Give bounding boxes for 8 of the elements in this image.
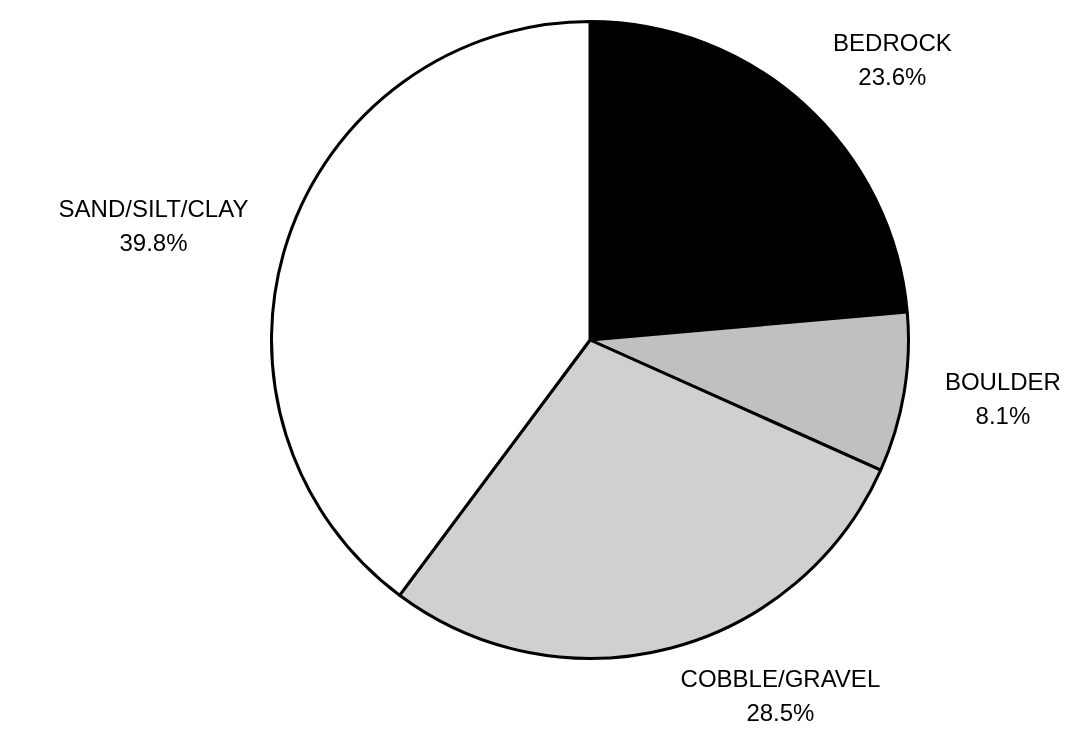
data-label: 23.6% bbox=[858, 63, 927, 91]
data-label: 8.1% bbox=[975, 402, 1031, 430]
slice-label: BOULDER bbox=[944, 368, 1061, 396]
slice-label: SAND/SILT/CLAY bbox=[58, 195, 249, 223]
slice-label: COBBLE/GRAVEL bbox=[680, 664, 881, 692]
data-label: 39.8% bbox=[119, 229, 188, 257]
slice-label: BEDROCK bbox=[833, 29, 952, 57]
data-label: 28.5% bbox=[746, 698, 815, 726]
